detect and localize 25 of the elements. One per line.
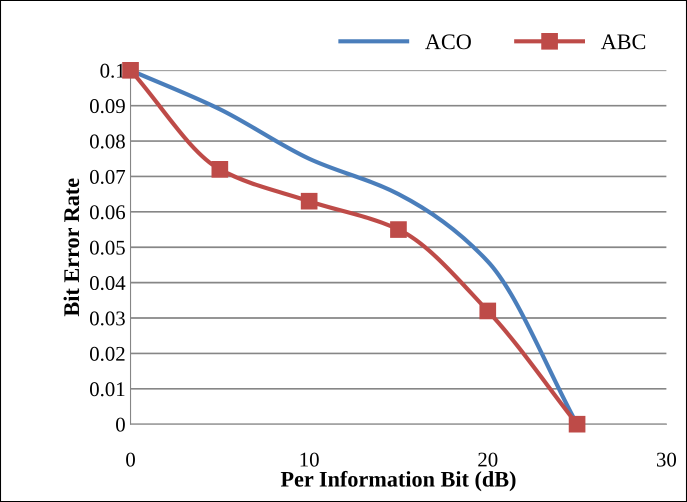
point bbox=[568, 416, 586, 433]
y-tick-label: 0.01 bbox=[90, 382, 124, 396]
x-tick-label: 10 bbox=[300, 452, 319, 467]
x-axis-title: Per Information Bit (dB) bbox=[280, 470, 516, 492]
y-tick-label: 0.02 bbox=[90, 346, 125, 361]
y-tick-label: 0.06 bbox=[90, 205, 126, 220]
legend-label: ABC bbox=[600, 34, 646, 50]
y-tick-label: 0.03 bbox=[90, 311, 125, 326]
point bbox=[122, 62, 139, 79]
x-tick-label: 0 bbox=[126, 452, 135, 467]
y-tick-label: 0 bbox=[116, 418, 125, 432]
y-tick-label: 0.04 bbox=[90, 276, 126, 290]
y-tick-label: 0.07 bbox=[90, 170, 126, 184]
y-tick-label: 0.05 bbox=[90, 240, 125, 255]
point bbox=[300, 192, 318, 210]
legend-label: ACO bbox=[425, 34, 471, 50]
x-tick-label: 30 bbox=[656, 452, 676, 467]
point bbox=[212, 161, 228, 178]
x-tick-label: 20 bbox=[478, 452, 498, 467]
y-tick-label: 0.09 bbox=[90, 99, 125, 114]
y-tick-label: 0.1 bbox=[100, 64, 124, 78]
point bbox=[390, 221, 407, 238]
point bbox=[479, 302, 496, 320]
y-tick-label: 0.08 bbox=[90, 134, 125, 149]
y-axis-title: Bit Error Rate bbox=[64, 178, 80, 316]
